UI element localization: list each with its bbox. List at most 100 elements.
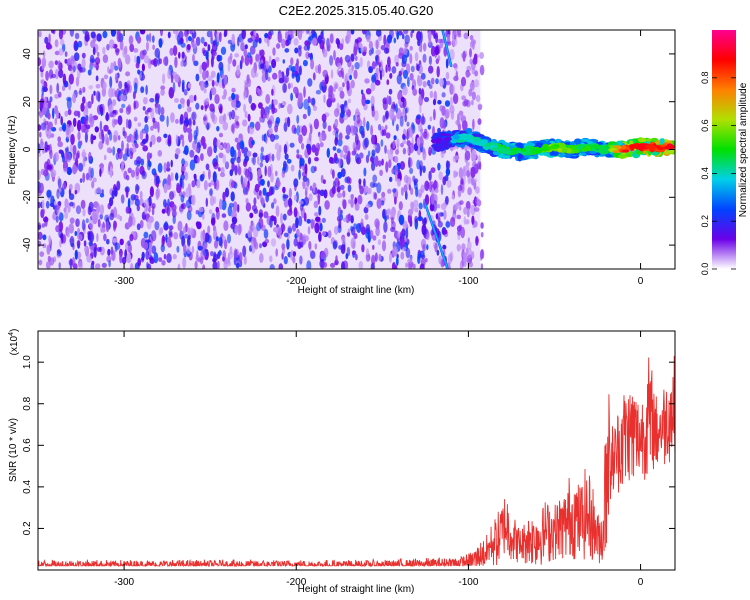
heatmap-noise-cell bbox=[322, 120, 327, 130]
heatmap-noise-cell bbox=[429, 90, 434, 99]
heatmap-noise-cell bbox=[162, 234, 165, 246]
heatmap-noise-cell bbox=[315, 89, 321, 95]
heatmap-noise-cell bbox=[145, 84, 148, 95]
signal-band-cell bbox=[442, 133, 452, 137]
heatmap-noise-cell bbox=[465, 161, 470, 167]
heatmap-noise-cell bbox=[284, 48, 290, 53]
heatmap-noise-cell bbox=[89, 218, 94, 230]
heatmap-noise-cell bbox=[405, 227, 409, 239]
heatmap-noise-cell bbox=[104, 214, 110, 223]
signal-band-cell bbox=[637, 137, 647, 143]
heatmap-noise-cell bbox=[347, 68, 354, 75]
heatmap-noise-cell bbox=[427, 79, 431, 87]
heatmap-noise-cell bbox=[48, 44, 53, 49]
heatmap-noise-cell bbox=[277, 32, 283, 43]
signal-band-core bbox=[622, 149, 629, 153]
heatmap-noise-cell bbox=[287, 34, 292, 45]
heatmap-noise-cell bbox=[272, 72, 278, 80]
heatmap-noise-cell bbox=[365, 224, 371, 235]
heatmap-noise-cell bbox=[172, 253, 177, 260]
heatmap-noise-cell bbox=[278, 102, 281, 110]
heatmap-noise-cell bbox=[92, 177, 97, 183]
heatmap-noise-cell bbox=[296, 149, 300, 154]
heatmap-noise-cell bbox=[424, 96, 429, 103]
heatmap-noise-cell bbox=[64, 210, 69, 220]
heatmap-noise-cell bbox=[203, 88, 207, 94]
heatmap-noise-cell bbox=[465, 219, 470, 225]
signal-band-core bbox=[520, 148, 527, 153]
heatmap-noise-cell bbox=[152, 44, 155, 50]
heatmap-noise-cell bbox=[442, 120, 447, 129]
heatmap-noise-cell bbox=[214, 239, 219, 249]
heatmap-noise-cell bbox=[195, 147, 200, 153]
heatmap-noise-cell bbox=[175, 172, 179, 181]
signal-band-core bbox=[460, 135, 469, 139]
heatmap-noise-cell bbox=[122, 153, 128, 161]
heatmap-noise-cell bbox=[40, 138, 44, 150]
heatmap-noise-cell bbox=[369, 229, 374, 239]
heatmap-noise-cell bbox=[202, 69, 207, 81]
heatmap-noise-cell bbox=[121, 160, 125, 166]
heatmap-noise-cell bbox=[424, 258, 428, 263]
heatmap-noise-cell bbox=[109, 212, 115, 221]
heatmap-noise-cell bbox=[452, 37, 458, 47]
heatmap-noise-cell bbox=[332, 240, 338, 250]
heatmap-noise-cell bbox=[451, 194, 455, 200]
heatmap-noise-cell bbox=[49, 257, 55, 266]
heatmap-noise-cell bbox=[337, 138, 343, 147]
heatmap-noise-cell bbox=[332, 146, 337, 151]
heatmap-noise-cell bbox=[246, 74, 250, 84]
heatmap-noise-cell bbox=[70, 55, 75, 65]
heatmap-noise-cell bbox=[42, 50, 46, 58]
heatmap-noise-cell bbox=[302, 113, 307, 120]
heatmap-noise-cell bbox=[257, 168, 262, 177]
heatmap-noise-cell bbox=[276, 43, 281, 49]
heatmap-noise-cell bbox=[110, 30, 116, 37]
heatmap-noise-cell bbox=[90, 167, 94, 179]
heatmap-noise-cell bbox=[275, 57, 280, 62]
heatmap-noise-cell bbox=[246, 150, 252, 157]
heatmap-noise-cell bbox=[83, 117, 87, 127]
heatmap-noise-cell bbox=[183, 89, 188, 96]
heatmap-noise-cell bbox=[188, 94, 195, 103]
heatmap-noise-cell bbox=[156, 136, 162, 143]
heatmap-noise-cell bbox=[259, 253, 264, 263]
heatmap-noise-cell bbox=[445, 160, 449, 171]
heatmap-noise-cell bbox=[130, 194, 136, 201]
heatmap-noise-cell bbox=[267, 165, 272, 178]
heatmap-noise-cell bbox=[212, 40, 216, 47]
heatmap-noise-cell bbox=[38, 30, 42, 38]
heatmap-noise-cell bbox=[317, 189, 321, 195]
heatmap-noise-cell bbox=[262, 187, 267, 196]
signal-band-cell bbox=[433, 146, 442, 151]
heatmap-noise-cell bbox=[363, 167, 367, 177]
y-tick-label: -20 bbox=[22, 190, 33, 205]
heatmap-noise-cell bbox=[338, 218, 342, 229]
heatmap-noise-cell bbox=[370, 81, 376, 92]
heatmap-noise-cell bbox=[232, 59, 237, 67]
heatmap-noise-cell bbox=[113, 220, 117, 232]
heatmap-noise-cell bbox=[170, 112, 175, 123]
heatmap-noise-cell bbox=[286, 238, 290, 250]
heatmap-noise-cell bbox=[231, 216, 238, 225]
heatmap-noise-cell bbox=[231, 33, 235, 45]
heatmap-noise-cell bbox=[187, 82, 192, 89]
heatmap-noise-cell bbox=[186, 44, 191, 51]
heatmap-noise-cell bbox=[101, 262, 107, 268]
heatmap-noise-cell bbox=[163, 56, 169, 66]
heatmap-noise-cell bbox=[249, 45, 256, 55]
heatmap-noise-cell bbox=[303, 196, 310, 206]
heatmap-noise-cell bbox=[364, 78, 370, 84]
heatmap-noise-cell bbox=[471, 91, 476, 101]
heatmap-noise-cell bbox=[463, 171, 467, 177]
y-tick-label: 1.0 bbox=[22, 355, 33, 369]
heatmap-noise-cell bbox=[46, 164, 53, 170]
heatmap-noise-cell bbox=[475, 186, 480, 194]
heatmap-noise-cell bbox=[142, 106, 146, 111]
heatmap-noise-cell bbox=[346, 232, 350, 237]
heatmap-noise-cell bbox=[191, 41, 197, 49]
heatmap-noise-cell bbox=[245, 198, 249, 204]
heatmap-noise-cell bbox=[453, 62, 458, 69]
heatmap-noise-cell bbox=[458, 205, 462, 211]
heatmap-noise-cell bbox=[417, 75, 423, 87]
